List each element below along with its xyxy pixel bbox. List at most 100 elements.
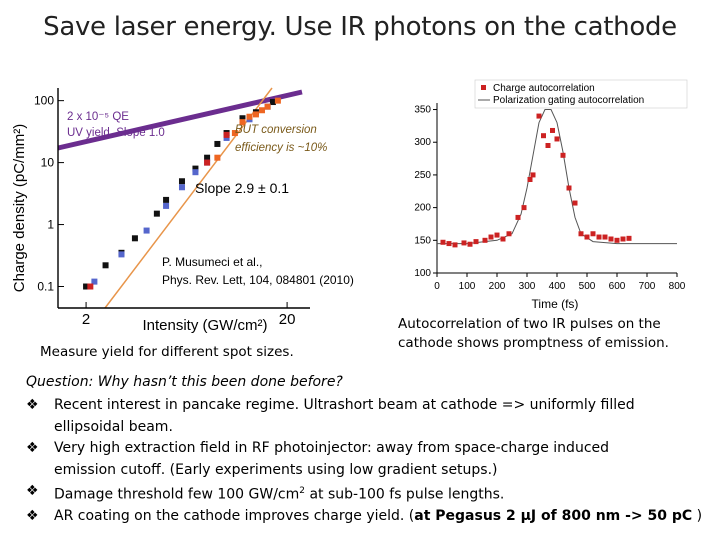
- data-point: [153, 210, 160, 217]
- data-point: [461, 240, 467, 246]
- data-point: [239, 119, 246, 126]
- x-tick-label: 200: [489, 281, 506, 292]
- x-tick-label: 800: [669, 281, 686, 292]
- charge-vs-intensity-chart: 100 10 1 0.1 2 20 Charge density (pC/mm²) In…: [11, 87, 354, 334]
- data-point: [614, 237, 620, 243]
- data-point: [482, 237, 488, 243]
- data-point: [620, 236, 626, 242]
- data-point: [467, 241, 473, 247]
- y-tick-label: 200: [414, 203, 431, 214]
- data-point: [560, 152, 566, 158]
- data-point: [91, 278, 98, 285]
- y-tick-label: 250: [414, 170, 431, 181]
- slope-annotation: Slope 2.9 ± 0.1: [195, 180, 289, 196]
- y-tick-label: 1: [47, 218, 54, 232]
- data-point: [602, 234, 608, 240]
- y-tick-label: 100: [34, 94, 54, 108]
- data-point: [608, 236, 614, 242]
- bullet-text: Recent interest in pancake regime. Ultra…: [54, 397, 635, 413]
- data-point: [214, 140, 221, 147]
- data-point: [223, 131, 230, 138]
- legend-marker-charge: [481, 85, 486, 90]
- x-tick-label: 0: [434, 281, 440, 292]
- left-caption: Measure yield for different spot sizes.: [40, 344, 294, 360]
- y-tick-label: 350: [414, 105, 431, 116]
- data-point: [550, 127, 555, 133]
- x-tick-label: 20: [279, 311, 296, 328]
- data-point: [231, 130, 238, 137]
- data-point: [204, 159, 211, 166]
- slide-title: Save laser energy. Use IR photons on the…: [43, 12, 677, 42]
- data-point: [545, 143, 551, 148]
- x-tick-label: 700: [639, 281, 656, 292]
- data-point: [239, 115, 246, 122]
- data-point: [626, 235, 632, 241]
- x-tick-label: 400: [549, 281, 566, 292]
- question-text: Question: Why hasn’t this been done befo…: [26, 374, 343, 390]
- bullet-text: Very high extraction field in RF photoin…: [54, 440, 610, 456]
- reference-line1: P. Musumeci et al.,: [162, 255, 263, 269]
- conversion-annotation-line1: BUT conversion: [235, 124, 317, 136]
- data-point: [473, 239, 479, 245]
- data-point: [178, 184, 185, 191]
- data-point: [87, 283, 94, 290]
- data-point: [83, 283, 90, 290]
- x-tick-label: 300: [519, 281, 536, 292]
- data-point: [506, 231, 512, 237]
- data-point: [452, 242, 458, 248]
- bullet-marker-icon: ❖: [26, 397, 39, 413]
- bullet-list: ❖ Recent interest in pancake regime. Ult…: [26, 395, 716, 528]
- bullet-marker-icon: ❖: [26, 440, 39, 456]
- data-point: [527, 177, 533, 182]
- data-point: [566, 185, 572, 191]
- y-tick-label: 150: [414, 235, 431, 246]
- x-tick-label: 2: [82, 311, 90, 328]
- data-point: [500, 236, 506, 242]
- legend: Charge autocorrelation Polarization gati…: [474, 79, 688, 109]
- data-point: [204, 154, 211, 161]
- data-point: [246, 113, 253, 120]
- data-point: [163, 202, 170, 209]
- bullet-marker-icon: ❖: [26, 483, 39, 499]
- data-point: [536, 113, 542, 119]
- data-point: [264, 103, 271, 110]
- data-point: [541, 133, 546, 139]
- data-point: [143, 227, 150, 234]
- data-point: [515, 214, 521, 220]
- y-tick-label: 0.1: [37, 280, 54, 294]
- data-point: [590, 231, 596, 237]
- data-point: [131, 235, 138, 242]
- reference-line2: Phys. Rev. Lett, 104, 084801 (2010): [162, 273, 354, 287]
- data-point: [192, 165, 199, 172]
- data-point: [554, 136, 560, 142]
- data-point: [102, 262, 109, 269]
- bullet-marker-icon: ❖: [26, 508, 39, 525]
- bullet-item: ❖ Very high extraction field in RF photo…: [26, 438, 716, 481]
- data-point: [488, 234, 494, 240]
- data-point: [214, 154, 221, 161]
- right-caption-line1: Autocorrelation of two IR pulses on the: [398, 316, 661, 332]
- data-point: [118, 251, 125, 258]
- legend-label-polarization: Polarization gating autocorrelation: [493, 95, 644, 106]
- bullet-text: AR coating on the cathode improves charg…: [54, 508, 703, 525]
- bullet-item: ❖ Damage threshold few 100 GW/cm2 at sub…: [26, 481, 716, 506]
- bullet-item: ❖ AR coating on the cathode improves cha…: [26, 506, 716, 528]
- data-point: [572, 200, 578, 206]
- data-point: [521, 205, 527, 211]
- data-point: [192, 169, 199, 176]
- data-point: [178, 178, 185, 185]
- x-tick-label: 600: [609, 281, 626, 292]
- bullet-item: ❖ Recent interest in pancake regime. Ult…: [26, 395, 716, 438]
- data-point: [578, 231, 584, 237]
- y-tick-label: 10: [41, 156, 55, 170]
- conversion-annotation-line2: efficiency is ~10%: [235, 142, 327, 154]
- y-axis-label: Charge density (pC/mm²): [11, 124, 28, 292]
- x-axis-label: Time (fs): [532, 297, 579, 311]
- data-point: [440, 239, 446, 245]
- data-point: [494, 232, 500, 238]
- data-point: [258, 107, 265, 114]
- y-tick-label: 100: [414, 268, 431, 279]
- qe-annotation-line1: 2 x 10⁻⁵ QE: [67, 111, 129, 123]
- bullet-text: Damage threshold few 100 GW/cm2 at sub-1…: [54, 486, 505, 503]
